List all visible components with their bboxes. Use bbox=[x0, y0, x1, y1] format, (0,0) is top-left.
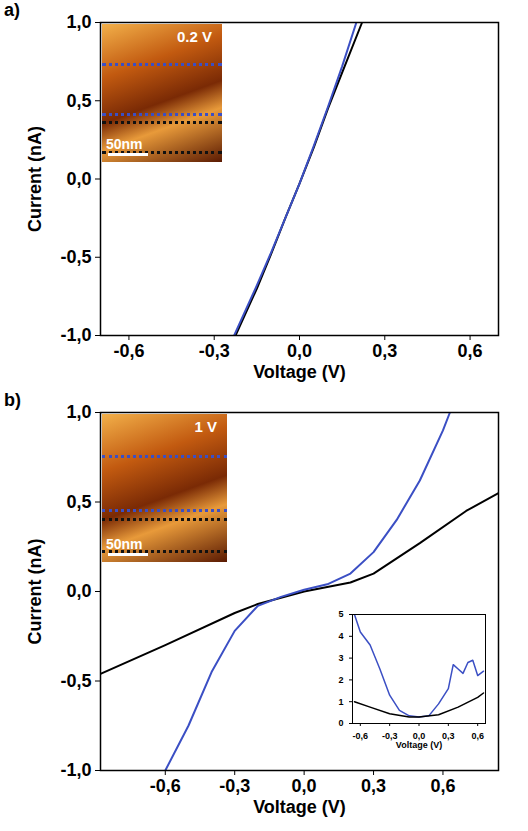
svg-text:Voltage (V): Voltage (V) bbox=[253, 362, 346, 382]
svg-text:-0,6: -0,6 bbox=[353, 731, 369, 741]
svg-text:0,3: 0,3 bbox=[442, 731, 455, 741]
svg-text:2: 2 bbox=[338, 675, 343, 685]
svg-text:0,5: 0,5 bbox=[66, 91, 91, 111]
svg-text:Voltage (V): Voltage (V) bbox=[396, 740, 442, 750]
svg-text:0,3: 0,3 bbox=[372, 341, 397, 361]
svg-text:-0,5: -0,5 bbox=[60, 247, 91, 267]
svg-text:3: 3 bbox=[338, 653, 343, 663]
svg-text:0,6: 0,6 bbox=[458, 341, 483, 361]
svg-text:-0,3: -0,3 bbox=[219, 776, 250, 796]
html-text:1 V: 1 V bbox=[194, 418, 217, 435]
svg-text:-1,0: -1,0 bbox=[60, 325, 91, 345]
svg-text:0,5: 0,5 bbox=[66, 492, 91, 512]
svg-text:0,0: 0,0 bbox=[66, 169, 91, 189]
svg-text:4: 4 bbox=[338, 631, 343, 641]
svg-text:0,0: 0,0 bbox=[292, 776, 317, 796]
svg-text:-0,5: -0,5 bbox=[60, 671, 91, 691]
svg-text:0,0: 0,0 bbox=[412, 730, 426, 741]
html-text:0.2 V: 0.2 V bbox=[177, 28, 212, 45]
svg-text:1,0: 1,0 bbox=[66, 12, 91, 32]
svg-text:Voltage (V): Voltage (V) bbox=[253, 797, 346, 817]
svg-text:0,3: 0,3 bbox=[361, 776, 386, 796]
svg-text:Current (nA): Current (nA) bbox=[25, 126, 45, 232]
svg-text:-0,3: -0,3 bbox=[199, 341, 230, 361]
svg-text:-0,3: -0,3 bbox=[381, 730, 398, 741]
html-text:b): b) bbox=[4, 390, 21, 410]
svg-text:-0,6: -0,6 bbox=[150, 776, 181, 796]
svg-text:5: 5 bbox=[338, 609, 343, 619]
svg-text:0,6: 0,6 bbox=[471, 731, 484, 741]
svg-text:1,0: 1,0 bbox=[66, 402, 91, 422]
svg-text:0,0: 0,0 bbox=[287, 341, 312, 361]
svg-text:-1,0: -1,0 bbox=[60, 760, 91, 780]
svg-text:1: 1 bbox=[338, 697, 343, 707]
svg-text:Current (nA): Current (nA) bbox=[25, 539, 45, 645]
html-text:50nm: 50nm bbox=[106, 536, 143, 552]
svg-text:0: 0 bbox=[338, 718, 343, 728]
svg-text:0,6: 0,6 bbox=[430, 776, 455, 796]
svg-text:-0,6: -0,6 bbox=[113, 341, 144, 361]
html-text:50nm: 50nm bbox=[106, 136, 143, 152]
svg-text:0,0: 0,0 bbox=[66, 581, 91, 601]
html-text:a): a) bbox=[4, 0, 20, 20]
